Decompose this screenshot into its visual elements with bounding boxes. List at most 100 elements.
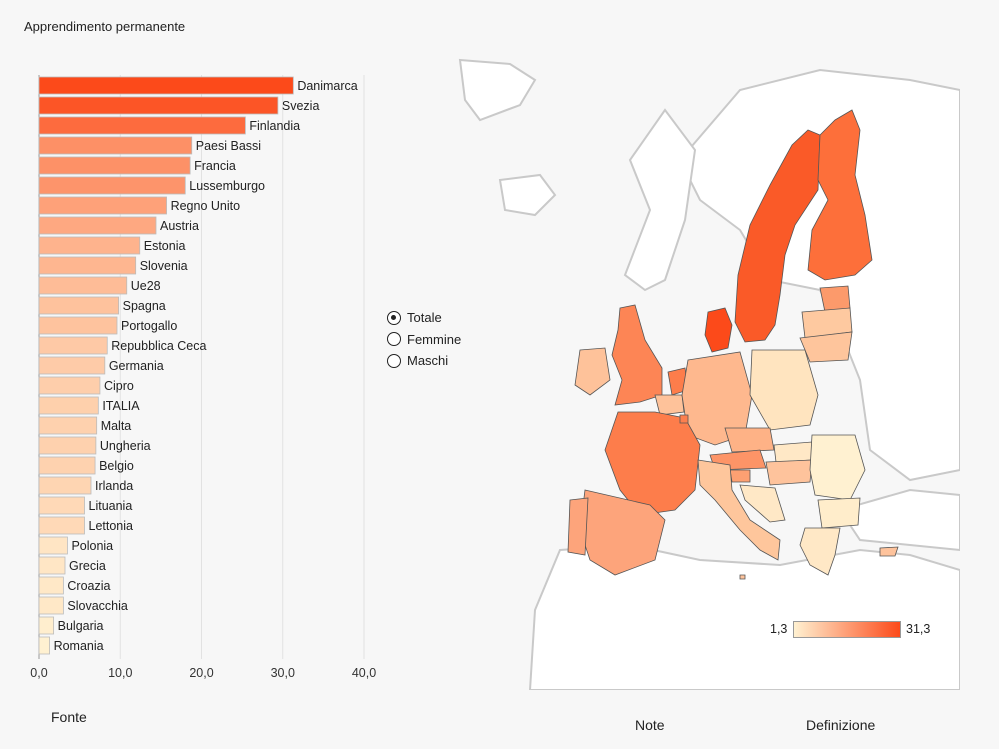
- bar-label: Ue28: [131, 279, 161, 293]
- bar-label: Lussemburgo: [189, 179, 265, 193]
- bar-label: Estonia: [144, 239, 186, 253]
- chart-title: Apprendimento permanente: [24, 19, 186, 34]
- map-ireland[interactable]: [574, 347, 611, 396]
- bar: [38, 536, 68, 555]
- bar: [38, 276, 128, 295]
- map-luxembourg[interactable]: [679, 414, 689, 424]
- bar: [38, 396, 99, 415]
- bar: [38, 556, 66, 575]
- map-uk[interactable]: [611, 304, 663, 406]
- bar: [38, 636, 50, 655]
- bar-label: Portogallo: [121, 319, 177, 333]
- x-tick-label: 40,0: [352, 666, 376, 680]
- radio-totale[interactable]: Totale: [387, 307, 461, 329]
- map-slovakia[interactable]: [773, 441, 813, 463]
- x-tick-label: 20,0: [189, 666, 213, 680]
- bar-label: Slovacchia: [67, 599, 127, 613]
- bar: [38, 76, 294, 95]
- legend-color-scale: [793, 621, 901, 638]
- map-belgium[interactable]: [654, 394, 685, 416]
- bar-label: Malta: [101, 419, 132, 433]
- bar-label: Polonia: [71, 539, 113, 553]
- radio-label-totale: Totale: [407, 310, 442, 326]
- radio-button[interactable]: [387, 332, 401, 347]
- map-malta[interactable]: [739, 574, 746, 580]
- radio-label-femmine: Femmine: [407, 331, 462, 347]
- bar-label: Lituania: [89, 499, 133, 513]
- bar-label: Croazia: [67, 579, 110, 593]
- bar-label: Repubblica Ceca: [111, 339, 206, 353]
- radio-maschi[interactable]: Maschi: [387, 350, 461, 372]
- bar-label: Slovenia: [140, 259, 188, 273]
- bar: [38, 316, 118, 335]
- europe-map[interactable]: [440, 50, 960, 690]
- map-finland[interactable]: [807, 109, 873, 281]
- bar: [38, 136, 193, 155]
- bar: [38, 596, 64, 615]
- map-italy[interactable]: [697, 459, 781, 561]
- map-cyprus[interactable]: [879, 546, 899, 557]
- bar: [38, 516, 85, 535]
- map-greece[interactable]: [799, 527, 841, 576]
- map-poland[interactable]: [749, 349, 819, 431]
- source-link[interactable]: Fonte: [51, 709, 87, 725]
- radio-label-maschi: Maschi: [407, 353, 449, 369]
- bar: [38, 456, 96, 475]
- bar: [38, 416, 98, 435]
- bar: [38, 196, 167, 215]
- bar: [38, 376, 101, 395]
- bar: [38, 496, 85, 515]
- bar-label: Bulgaria: [58, 619, 104, 633]
- legend-max: 31,3: [906, 622, 931, 636]
- bar-label: Austria: [160, 219, 199, 233]
- bar-label: Spagna: [123, 299, 166, 313]
- bar-label: Regno Unito: [171, 199, 241, 213]
- bar: [38, 116, 246, 135]
- x-tick-label: 10,0: [108, 666, 132, 680]
- map-bulgaria[interactable]: [817, 497, 861, 529]
- bar-label: Lettonia: [89, 519, 134, 533]
- map-czech[interactable]: [724, 427, 775, 453]
- bar-label: Francia: [194, 159, 236, 173]
- bar-label: Svezia: [282, 99, 320, 113]
- bar-chart: 0,0 10,0 20,0 30,0 40,0 Danimarca Svezia Finlan…: [30, 75, 376, 680]
- bar: [38, 156, 191, 175]
- x-tick-label: 0,0: [30, 666, 47, 680]
- x-tick-label: 30,0: [271, 666, 295, 680]
- bar-label: Germania: [109, 359, 164, 373]
- bar-label: Irlanda: [95, 479, 133, 493]
- bar-label: Cipro: [104, 379, 134, 393]
- bar: [38, 476, 92, 495]
- notes-link[interactable]: Note: [635, 717, 665, 733]
- bar: [38, 236, 141, 255]
- bar: [38, 336, 108, 355]
- bar: [38, 176, 186, 195]
- bar-label: Paesi Bassi: [196, 139, 261, 153]
- bar-label: Romania: [54, 639, 104, 653]
- radio-button-checked[interactable]: [387, 310, 401, 325]
- map-portugal[interactable]: [567, 497, 589, 556]
- map-romania[interactable]: [809, 434, 866, 501]
- radio-femmine[interactable]: Femmine: [387, 329, 461, 351]
- map-france[interactable]: [604, 411, 701, 516]
- eu-countries[interactable]: [567, 109, 899, 580]
- legend-min: 1,3: [770, 622, 788, 636]
- bar: [38, 356, 106, 375]
- radio-button[interactable]: [387, 353, 401, 368]
- bar-label: ITALIA: [102, 399, 140, 413]
- bar: [38, 296, 120, 315]
- bar-label: Ungheria: [100, 439, 151, 453]
- bar: [38, 436, 97, 455]
- map-slovenia[interactable]: [729, 469, 751, 483]
- definition-link[interactable]: Definizione: [806, 717, 876, 733]
- bar: [38, 96, 279, 115]
- map-denmark[interactable]: [704, 307, 733, 353]
- bar: [38, 576, 64, 595]
- bar-label: Danimarca: [297, 79, 357, 93]
- bar: [38, 216, 157, 235]
- map-croatia[interactable]: [739, 484, 786, 523]
- map-hungary[interactable]: [765, 459, 813, 486]
- bar-label: Grecia: [69, 559, 106, 573]
- map-sweden[interactable]: [734, 129, 821, 343]
- map-lithuania[interactable]: [799, 331, 853, 363]
